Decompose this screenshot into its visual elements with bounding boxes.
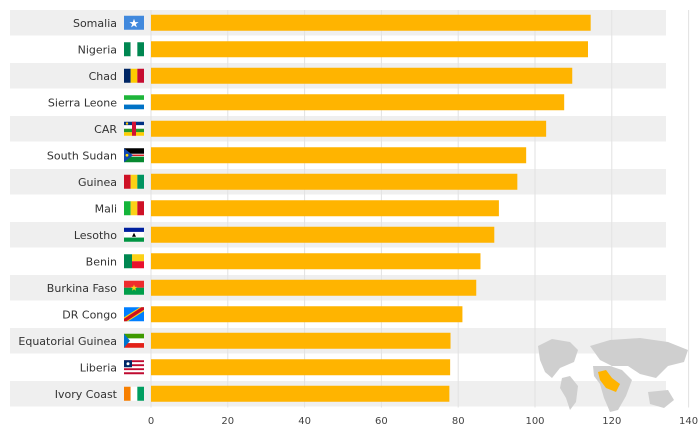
category-label: Nigeria xyxy=(78,43,117,56)
bar-benin xyxy=(151,253,481,270)
bar-lesotho xyxy=(151,226,495,243)
x-tick-label: 80 xyxy=(452,416,465,427)
bars xyxy=(151,14,591,402)
bar-mali xyxy=(151,200,499,217)
category-labels: Somalia Nigeria Chad Sierra Leone CAR South S… xyxy=(18,17,117,401)
category-label: Somalia xyxy=(73,17,117,30)
x-tick-label: 100 xyxy=(525,416,544,427)
x-axis-ticks: 0 20 40 60 80 100 120 140 xyxy=(148,416,698,427)
flag-dr-congo-icon xyxy=(124,307,144,322)
flag-lesotho-icon xyxy=(124,227,144,242)
flag-guinea-icon xyxy=(124,174,144,189)
bar-guinea xyxy=(151,173,518,190)
bar-somalia xyxy=(151,14,591,31)
flag-equatorial-guinea-icon xyxy=(124,333,144,348)
category-label: CAR xyxy=(94,123,117,136)
bar-equatorial-guinea xyxy=(151,332,451,349)
x-tick-label: 40 xyxy=(298,416,311,427)
bar-dr-congo xyxy=(151,306,463,323)
category-label: Burkina Faso xyxy=(47,282,117,295)
x-tick-label: 20 xyxy=(221,416,234,427)
category-label: Mali xyxy=(95,202,117,215)
category-label: DR Congo xyxy=(62,308,117,321)
bar-ivory-coast xyxy=(151,385,450,402)
category-label: Sierra Leone xyxy=(48,96,117,109)
bar-chad xyxy=(151,67,573,84)
bar-sierra-leone xyxy=(151,94,565,111)
category-label: Ivory Coast xyxy=(55,388,118,401)
flag-burkina-faso-icon xyxy=(124,280,144,295)
flag-benin-icon xyxy=(124,254,144,269)
flags xyxy=(124,15,144,401)
bar-south-sudan xyxy=(151,147,527,164)
category-label: Liberia xyxy=(80,361,117,374)
x-tick-label: 120 xyxy=(602,416,621,427)
flag-ivory-coast-icon xyxy=(124,386,144,401)
bar-liberia xyxy=(151,359,451,376)
bar-car xyxy=(151,120,547,137)
x-tick-label: 0 xyxy=(148,416,154,427)
flag-liberia-icon xyxy=(124,360,144,375)
category-label: Equatorial Guinea xyxy=(18,335,117,348)
category-label: Guinea xyxy=(78,176,117,189)
flag-chad-icon xyxy=(124,68,144,83)
flag-car-icon xyxy=(124,121,144,136)
category-label: Chad xyxy=(89,70,117,83)
category-label: Lesotho xyxy=(74,229,117,242)
bar-burkina-faso xyxy=(151,279,477,296)
flag-sierra-leone-icon xyxy=(124,95,144,110)
x-tick-label: 140 xyxy=(679,416,698,427)
flag-nigeria-icon xyxy=(124,42,144,57)
world-map-icon xyxy=(538,338,688,412)
x-tick-label: 60 xyxy=(375,416,388,427)
flag-south-sudan-icon xyxy=(124,148,144,163)
category-label: South Sudan xyxy=(47,149,117,162)
bar-nigeria xyxy=(151,41,588,58)
category-label: Benin xyxy=(86,255,117,268)
flag-mali-icon xyxy=(124,201,144,216)
flag-somalia-icon xyxy=(124,15,144,30)
